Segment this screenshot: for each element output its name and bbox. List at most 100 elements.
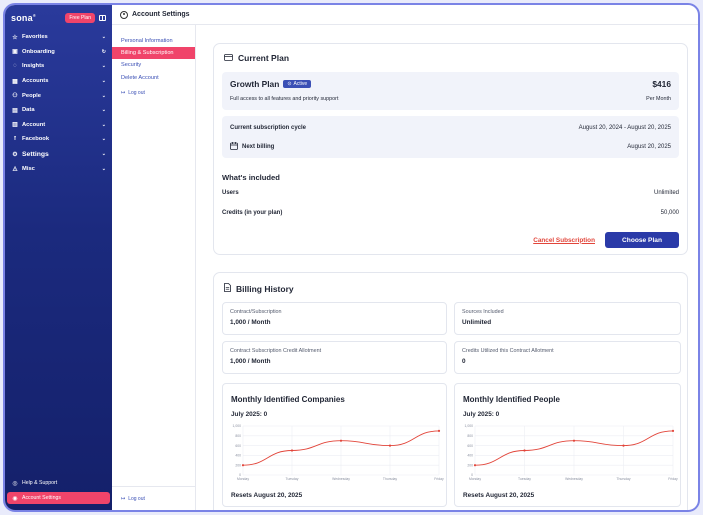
stat-label: Sources Included xyxy=(462,309,504,315)
app-window: sona® Free Plan ☆ Favorites ⌄ ▣ Onboarding ↻ ◌… xyxy=(3,3,700,512)
cancel-subscription-button[interactable]: Cancel Subscription xyxy=(533,236,595,244)
data-point xyxy=(339,439,343,442)
chart-subtitle: July 2025: 0 xyxy=(463,411,500,418)
sidebar-item-label: Settings xyxy=(22,150,49,158)
user-circle-icon: ◉ xyxy=(12,495,18,502)
companies-chart-card: Monthly Identified Companies July 2025: … xyxy=(222,383,447,507)
stat-value: 1,000 / Month xyxy=(230,319,271,326)
chart-title: Monthly Identified People xyxy=(463,395,560,404)
chart-reset-date: Resets August 20, 2025 xyxy=(463,492,535,499)
subnav-item-personal-information[interactable]: Personal Information xyxy=(121,38,173,45)
sidebar-collapse-icon[interactable] xyxy=(99,15,106,21)
data-point xyxy=(523,449,526,452)
sidebar-item-onboarding[interactable]: ▣ Onboarding ↻ xyxy=(5,45,112,60)
data-point xyxy=(572,439,576,442)
help-support-link[interactable]: ◎ Help & Support xyxy=(5,477,112,489)
sidebar-item-facebook[interactable]: f Facebook ⌄ xyxy=(5,132,112,147)
y-tick-label: 600 xyxy=(235,444,241,448)
subnav-item-security[interactable]: Security xyxy=(121,62,142,69)
sidebar-item-favorites[interactable]: ☆ Favorites ⌄ xyxy=(5,30,112,45)
chevron-down-icon[interactable]: ⌄ xyxy=(101,107,106,114)
subnav-item-delete-account[interactable]: Delete Account xyxy=(121,74,159,81)
stat-value: 0 xyxy=(462,358,466,365)
current-plan-title: Current Plan xyxy=(238,53,290,63)
y-tick-label: 600 xyxy=(467,444,473,448)
x-tick-label: Thursday xyxy=(616,477,630,481)
x-tick-label: Wednesday xyxy=(332,477,350,481)
data-point xyxy=(388,444,392,447)
topbar: Account Settings xyxy=(112,5,698,25)
x-tick-label: Tuesday xyxy=(286,477,299,481)
lightbulb-icon: ◌ xyxy=(13,63,17,70)
account-settings-link[interactable]: ◉ Account Settings xyxy=(7,492,110,504)
bottom-logout-label: Log out xyxy=(128,495,145,502)
chevron-down-icon[interactable]: ⌄ xyxy=(101,121,106,128)
people-chart-card: Monthly Identified People July 2025: 0 1… xyxy=(454,383,681,507)
x-tick-label: Monday xyxy=(237,477,249,481)
sidebar-item-settings[interactable]: ⚙ Settings ⌄ xyxy=(5,147,112,162)
chart-title: Monthly Identified Companies xyxy=(231,395,345,404)
free-plan-badge[interactable]: Free Plan xyxy=(65,13,95,23)
cycle-label: Current subscription cycle xyxy=(230,125,307,131)
chart-reset-date: Resets August 20, 2025 xyxy=(231,492,303,499)
sidebar-item-label: Accounts xyxy=(22,78,49,85)
data-point xyxy=(290,449,294,452)
sidebar-item-insights[interactable]: ◌ Insights ⌄ xyxy=(5,59,112,74)
star-icon: ☆ xyxy=(12,34,18,41)
stat-label: Credits Utilized this Contract Allotment xyxy=(462,348,554,354)
logout-link[interactable]: ↦ Log out xyxy=(112,90,195,96)
plan-description: Full access to all features and priority… xyxy=(230,96,339,102)
x-tick-label: Friday xyxy=(434,477,444,481)
current-plan-heading: Current Plan xyxy=(224,53,289,63)
status-badge: ⊙ Active xyxy=(283,80,312,88)
y-tick-label: 800 xyxy=(235,434,241,438)
data-point xyxy=(241,464,245,467)
choose-plan-button[interactable]: Choose Plan xyxy=(605,232,679,248)
stat-credit-allotment: Contract Subscription Credit Allotment 1… xyxy=(222,341,447,374)
chevron-down-icon[interactable]: ⌄ xyxy=(101,165,106,172)
plan-period: Per Month xyxy=(646,96,671,102)
included-heading: What's included xyxy=(222,173,280,182)
y-tick-label: 200 xyxy=(467,463,473,467)
billing-history-title: Billing History xyxy=(236,283,294,294)
users-value: Unlimited xyxy=(653,190,679,196)
sidebar-item-account[interactable]: ▥ Account ⌄ xyxy=(5,118,112,133)
user-circle-icon xyxy=(120,10,128,19)
sidebar-item-accounts[interactable]: ▦ Accounts ⌄ xyxy=(5,74,112,89)
settings-subnav: Personal Information Billing & Subscripti… xyxy=(112,25,196,510)
current-plan-card: Current Plan Growth Plan ⊙ Active $416 Fu… xyxy=(213,43,688,255)
stat-label: Contract/Subscription xyxy=(230,309,282,315)
stat-value: Unlimited xyxy=(462,319,492,326)
people-icon: ⚇ xyxy=(12,93,18,100)
account-settings-label: Account Settings xyxy=(22,495,61,501)
chevron-down-icon[interactable]: ⌄ xyxy=(101,136,106,143)
check-circle-icon: ⊙ xyxy=(287,81,292,87)
chevron-down-icon[interactable]: ⌄ xyxy=(101,34,106,41)
sona-logo[interactable]: sona® xyxy=(11,13,36,23)
chevron-down-icon[interactable]: ⌄ xyxy=(101,63,106,70)
subnav-item-billing-subscription[interactable]: Billing & Subscription xyxy=(112,47,195,60)
sidebar-item-data[interactable]: ▤ Data ⌄ xyxy=(5,103,112,118)
chevron-down-icon[interactable]: ⌄ xyxy=(101,92,106,99)
chevron-down-icon[interactable]: ⌄ xyxy=(101,78,106,85)
sidebar-bottom: ◎ Help & Support ◉ Account Settings xyxy=(5,477,112,504)
sidebar-header: sona® Free Plan xyxy=(5,8,112,28)
sidebar-item-label: Onboarding xyxy=(22,48,55,55)
main-content: Current Plan Growth Plan ⊙ Active $416 Fu… xyxy=(197,25,698,510)
sidebar-item-label: Data xyxy=(22,107,35,114)
data-point xyxy=(622,444,625,447)
sidebar-item-misc[interactable]: ◬ Misc ⌄ xyxy=(5,161,112,176)
chevron-down-icon[interactable]: ⌄ xyxy=(101,151,106,158)
data-point xyxy=(473,464,477,467)
building-icon: ▦ xyxy=(12,78,18,85)
y-tick-label: 1,000 xyxy=(465,424,474,428)
gear-icon: ⚙ xyxy=(12,151,18,158)
refresh-icon[interactable]: ↻ xyxy=(101,48,106,55)
data-point xyxy=(671,429,675,432)
help-icon: ◎ xyxy=(12,480,18,487)
onboarding-icon: ▣ xyxy=(12,49,18,56)
y-tick-label: 0 xyxy=(471,473,473,477)
sidebar-item-people[interactable]: ⚇ People ⌄ xyxy=(5,88,112,103)
bottom-logout-link[interactable]: ↦ Log out xyxy=(112,486,195,510)
credits-value: 50,000 xyxy=(660,210,679,216)
